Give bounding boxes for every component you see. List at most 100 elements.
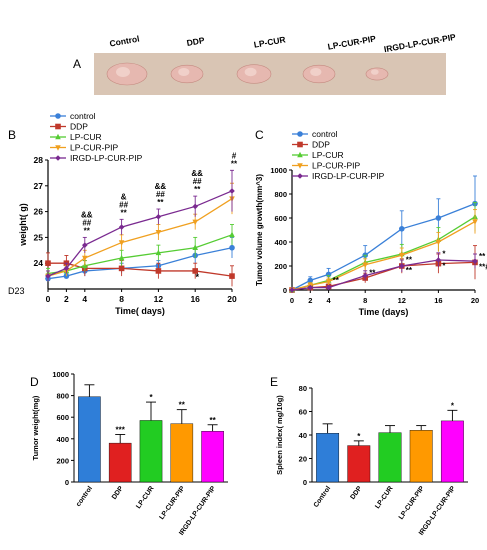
data-point [192,203,198,210]
tumor-highlight [116,67,130,77]
significance-mark: * [149,393,153,402]
y-tick-label: 0 [283,286,287,295]
data-point [155,229,162,236]
legend-marker [297,163,303,169]
significance-mark: ## [119,200,128,209]
panel-label-e: E [270,375,278,389]
y-tick-label: 800 [274,190,287,199]
series-line-control [47,247,233,280]
data-point [325,279,332,285]
series-line-lp-cur [291,216,476,291]
significance-mark: && [81,210,93,219]
legend-marker [55,113,61,119]
bar-lp-cur [139,420,163,483]
significance-mark: ** [209,416,216,425]
legend-label-lp-cur: LP-CUR [312,150,344,160]
significance-mark: && [155,182,167,191]
y-tick-label: 80 [299,384,307,393]
significance-mark: * [442,249,446,258]
significance-mark: & [121,192,127,201]
data-point [472,258,478,264]
significance-mark: ** [479,252,486,261]
series-line-control [291,202,476,291]
category-label-irgd-lp-cur-pip: IRGD-LP-CUR-PIP [418,485,457,537]
bar-ddp [347,445,371,483]
series-line-irgd-lp-cur-pip [291,259,476,291]
legend-marker [297,131,303,137]
y-tick-label: 40 [299,431,307,440]
y-tick-label: 200 [274,262,287,271]
y-tick-label: 24 [34,258,44,268]
legend-marker [297,173,303,179]
significance-mark: *** [116,425,126,434]
significance-mark: ** [369,269,376,278]
panel-label-a: A [73,57,81,71]
series-irgd-lp-cur-pip [45,169,235,282]
significance-mark: * [195,272,199,282]
significance-mark: ** [179,401,186,410]
data-point [362,262,368,269]
x-axis-label: Time( days) [115,306,165,316]
photo-label-lp-cur: LP-CUR [253,34,286,49]
significance-mark: ** [84,226,91,235]
data-point [45,260,51,266]
y-tick-label: 400 [274,238,287,247]
y-tick-label: 1000 [270,166,287,175]
data-point [472,219,478,225]
legend-marker [55,133,61,140]
panel-label-c: C [255,128,264,142]
legend-label-irgd-lp-cur-pip: IRGD-LP-CUR-PIP [312,171,385,181]
data-point [118,240,125,246]
legend-marker [55,145,61,151]
x-tick-label: 20 [227,294,237,304]
significance-mark: ## [82,218,91,227]
data-point [362,272,368,279]
data-point [118,224,125,230]
data-point [229,244,235,251]
data-point [192,244,198,251]
series-ddp [45,252,235,287]
panel-label-d: D [30,375,39,389]
legend-label-ddp: DDP [312,140,330,150]
significance-mark: ** [120,208,127,217]
series-control [289,175,478,293]
data-point [63,265,70,272]
series-line-lp-cur-pip [291,221,476,291]
spleen-index-bar-chart: 0 20 40 60 80 Spleen index( mg/10g) Control * DD… [275,384,468,537]
y-tick-label: 20 [299,455,307,464]
bar-lp-cur-pip [409,430,433,483]
x-tick-label: 2 [308,296,312,305]
significance-mark: ** [406,255,413,264]
data-point [435,239,442,246]
x-tick-label: 2 [64,294,69,304]
tumor-highlight [370,69,379,75]
data-point [307,277,314,284]
tumor-photo: Control DDP LP-CUR LP-CUR-PIP IRGD-LP-CUR-PI… [94,32,457,95]
tumor-volume-line-chart: 0 200 400 600 800 1000 0 2 4 8 12 16 20 Time (days) Tu… [255,129,487,317]
data-point [118,265,125,272]
legend-label-lp-cur: LP-CUR [70,132,102,142]
y-tick-label: 800 [56,392,69,401]
bar-irgd-lp-cur-pip [201,431,224,483]
legend-label-control: control [70,111,96,121]
category-label-lp-cur: LP-CUR [135,485,156,510]
data-point [229,273,235,279]
significance-mark: **##& [479,263,487,272]
y-tick-label: 0 [65,478,69,487]
legend-marker [55,155,61,161]
tumor-weight-bar-chart: 0 200 400 600 800 1000 Tumor weight(mg) control… [31,370,228,537]
y-tick-label: 600 [56,413,69,422]
data-point [63,273,70,279]
data-point [229,231,235,238]
x-tick-label: 8 [363,296,367,305]
y-tick-label: 28 [34,155,44,165]
photo-label-irgd-lp-cur-pip: IRGD-LP-CUR-PIP [383,32,457,55]
x-tick-label: 4 [327,296,332,305]
bar-lp-cur-pip [170,423,194,483]
data-point [155,249,162,256]
panel-label-b: B [8,128,16,142]
significance-mark: * [357,432,361,441]
y-axis-label: weight( g) [18,203,28,247]
y-tick-label: 25 [34,232,44,242]
